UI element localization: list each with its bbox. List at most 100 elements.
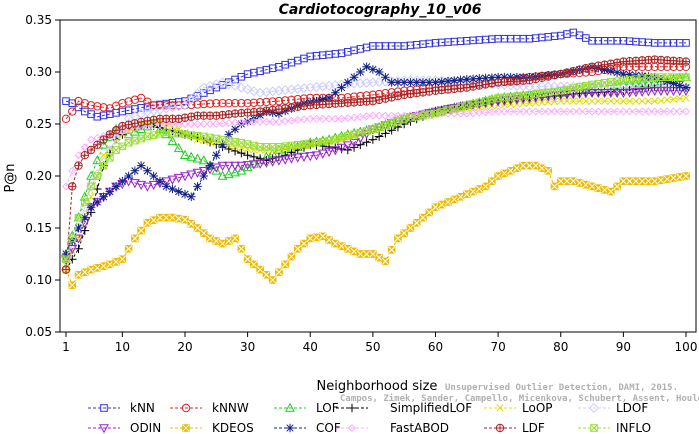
data-point <box>638 177 646 185</box>
data-point <box>544 167 553 175</box>
data-point <box>381 72 390 82</box>
data-point <box>425 208 434 217</box>
data-point <box>512 107 521 116</box>
data-point <box>638 107 647 116</box>
data-point <box>99 192 108 202</box>
data-point <box>131 234 139 243</box>
data-point <box>217 161 228 171</box>
data-point <box>218 119 227 128</box>
data-point <box>387 93 396 102</box>
data-point <box>255 159 266 169</box>
legend-marker <box>347 423 357 433</box>
x-tick-label: 60 <box>428 340 443 354</box>
data-point <box>600 65 609 75</box>
data-point <box>87 135 96 144</box>
data-point <box>280 104 290 113</box>
data-point <box>494 172 502 180</box>
data-point <box>187 100 196 110</box>
data-point <box>374 132 384 141</box>
legend-item-knnw: kNNW <box>170 401 249 415</box>
data-point <box>682 39 690 47</box>
data-point <box>569 97 577 105</box>
data-point <box>118 121 127 131</box>
legend-label: KDEOS <box>212 421 254 434</box>
data-point <box>106 144 114 152</box>
data-point <box>262 106 271 115</box>
data-point <box>368 65 378 74</box>
data-point <box>487 73 497 82</box>
data-point <box>538 98 546 107</box>
y-tick-label: 0.15 <box>25 221 52 235</box>
data-point <box>662 86 673 97</box>
data-point <box>393 78 403 87</box>
data-point <box>80 268 89 276</box>
legend-marker <box>496 404 504 412</box>
data-point <box>261 158 272 168</box>
data-point <box>657 176 665 184</box>
data-point <box>124 245 133 253</box>
data-point <box>99 161 108 170</box>
data-point <box>248 86 259 97</box>
data-point <box>630 88 641 98</box>
data-point <box>206 119 215 129</box>
legend-marker <box>495 423 505 433</box>
data-point <box>594 184 603 192</box>
data-point <box>105 187 115 196</box>
legend-item-ldof: LDOF <box>578 401 648 415</box>
data-point <box>118 99 127 108</box>
legend-item-ldf: LDF <box>484 421 545 434</box>
data-point <box>286 154 297 164</box>
data-point <box>475 74 484 83</box>
series-line <box>65 87 686 270</box>
data-point <box>218 239 227 248</box>
data-point <box>544 98 552 106</box>
data-point <box>637 87 648 97</box>
data-point <box>225 237 233 245</box>
data-point <box>600 107 609 116</box>
data-point <box>487 107 496 116</box>
data-point <box>337 83 346 92</box>
data-point <box>87 182 95 191</box>
data-point <box>344 245 352 253</box>
data-point <box>456 193 465 201</box>
data-point <box>180 172 190 182</box>
data-point <box>124 97 133 106</box>
data-point <box>557 97 565 105</box>
data-point <box>450 109 459 118</box>
data-point <box>431 203 440 211</box>
data-point <box>106 154 114 162</box>
data-point <box>192 168 203 178</box>
data-point <box>186 94 197 105</box>
data-point <box>669 174 678 182</box>
data-point <box>112 128 121 137</box>
data-point <box>217 77 228 88</box>
data-point <box>118 255 127 263</box>
x-tick-label: 40 <box>303 340 318 354</box>
data-point <box>217 170 228 180</box>
data-point <box>656 86 666 97</box>
data-point <box>223 161 234 171</box>
data-point <box>537 107 546 116</box>
x-tick-label: 30 <box>240 340 255 354</box>
data-point <box>124 138 133 147</box>
data-point <box>206 234 214 243</box>
data-point <box>456 75 465 85</box>
data-point <box>656 74 666 84</box>
series-ldf <box>61 55 691 274</box>
data-point <box>312 233 321 242</box>
x-tick-label: 10 <box>115 340 130 354</box>
data-point <box>555 91 566 101</box>
data-point <box>93 264 102 272</box>
data-point <box>563 97 571 105</box>
legend-label: FastABOD <box>390 421 449 434</box>
data-point <box>436 106 447 116</box>
data-point <box>663 73 672 82</box>
data-point <box>519 107 528 116</box>
data-point <box>281 117 290 126</box>
data-point <box>218 99 227 108</box>
data-point <box>675 173 684 181</box>
data-point <box>393 91 403 101</box>
data-point <box>174 214 183 223</box>
data-point <box>205 99 215 108</box>
data-point <box>155 120 164 129</box>
